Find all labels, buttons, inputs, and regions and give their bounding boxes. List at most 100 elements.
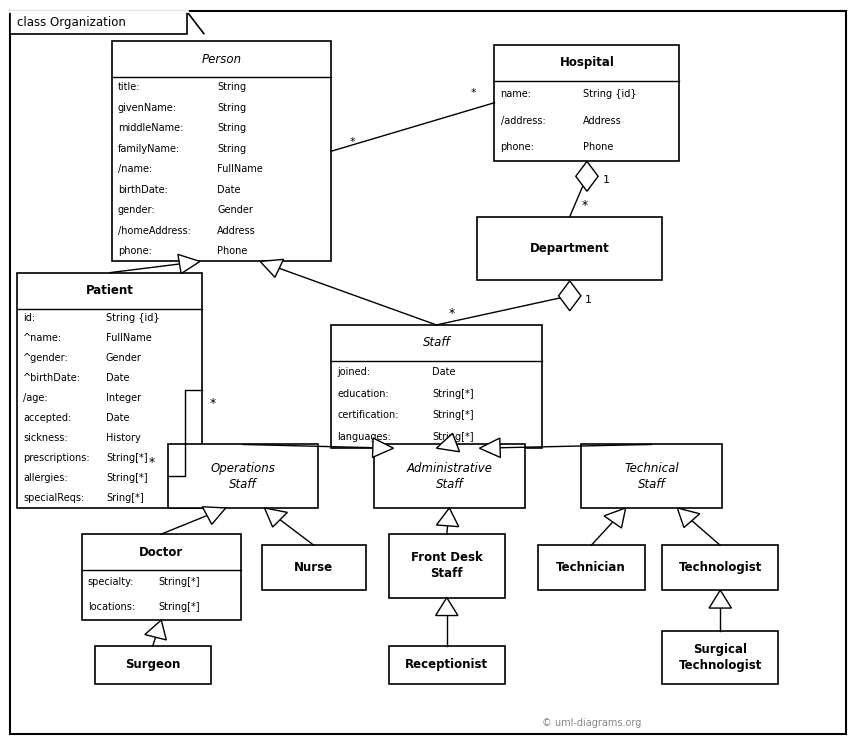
- Text: Gender: Gender: [217, 205, 253, 215]
- Polygon shape: [265, 508, 287, 527]
- Text: Technologist: Technologist: [679, 561, 762, 574]
- Polygon shape: [480, 438, 501, 457]
- Text: Front Desk
Staff: Front Desk Staff: [411, 551, 482, 580]
- Text: title:: title:: [118, 82, 140, 92]
- Text: String: String: [217, 102, 246, 113]
- Text: String {id}: String {id}: [583, 89, 637, 99]
- Text: Staff: Staff: [422, 336, 451, 350]
- Polygon shape: [260, 259, 284, 277]
- Text: specialty:: specialty:: [88, 577, 134, 587]
- Bar: [477, 217, 662, 280]
- Text: Sring[*]: Sring[*]: [106, 493, 144, 503]
- Text: familyName:: familyName:: [118, 143, 180, 154]
- Text: String[*]: String[*]: [433, 388, 474, 399]
- Text: languages:: languages:: [337, 433, 391, 442]
- Bar: [389, 534, 505, 598]
- Bar: [331, 325, 542, 448]
- Text: FullName: FullName: [217, 164, 263, 174]
- Text: Gender: Gender: [106, 353, 142, 363]
- Text: class Organization: class Organization: [17, 16, 126, 29]
- Polygon shape: [436, 508, 458, 527]
- Text: String[*]: String[*]: [106, 473, 148, 483]
- Polygon shape: [678, 508, 700, 527]
- Bar: [538, 545, 645, 590]
- Polygon shape: [559, 281, 581, 311]
- Text: Date: Date: [106, 374, 130, 383]
- Text: *: *: [149, 456, 156, 469]
- Text: *: *: [350, 137, 355, 146]
- Text: givenName:: givenName:: [118, 102, 177, 113]
- Text: gender:: gender:: [118, 205, 156, 215]
- Text: Operations
Staff: Operations Staff: [211, 462, 275, 491]
- Bar: [494, 45, 679, 161]
- Text: name:: name:: [501, 89, 531, 99]
- Polygon shape: [437, 433, 459, 452]
- Text: String[*]: String[*]: [433, 433, 474, 442]
- Bar: [10, 11, 187, 34]
- Text: /address:: /address:: [501, 116, 545, 125]
- Text: String: String: [217, 82, 246, 92]
- Text: © uml-diagrams.org: © uml-diagrams.org: [542, 718, 642, 728]
- Text: String {id}: String {id}: [106, 314, 160, 323]
- Bar: [662, 631, 778, 684]
- Text: phone:: phone:: [118, 247, 151, 256]
- Text: /age:: /age:: [23, 393, 48, 403]
- Text: Surgeon: Surgeon: [125, 658, 181, 672]
- Text: String: String: [217, 123, 246, 133]
- Text: 1: 1: [602, 175, 610, 185]
- Text: Address: Address: [583, 116, 622, 125]
- Bar: [389, 646, 505, 684]
- Polygon shape: [604, 508, 625, 528]
- Bar: [168, 444, 318, 508]
- Text: Date: Date: [433, 367, 456, 376]
- Text: middleName:: middleName:: [118, 123, 183, 133]
- Text: String[*]: String[*]: [106, 453, 148, 463]
- Polygon shape: [576, 161, 599, 191]
- Bar: [112, 41, 331, 261]
- Text: /name:: /name:: [118, 164, 152, 174]
- Text: Phone: Phone: [583, 142, 614, 152]
- Polygon shape: [178, 255, 200, 273]
- Text: Receptionist: Receptionist: [405, 658, 488, 672]
- Text: Doctor: Doctor: [139, 545, 183, 559]
- Polygon shape: [144, 620, 166, 640]
- Polygon shape: [372, 438, 394, 457]
- Text: ^name:: ^name:: [23, 333, 62, 344]
- Bar: [374, 444, 525, 508]
- Text: Date: Date: [106, 413, 130, 424]
- Polygon shape: [709, 590, 731, 608]
- Text: id:: id:: [23, 314, 35, 323]
- Text: Surgical
Technologist: Surgical Technologist: [679, 643, 762, 672]
- Text: joined:: joined:: [337, 367, 370, 376]
- Bar: [262, 545, 366, 590]
- Polygon shape: [436, 598, 458, 616]
- Text: History: History: [106, 433, 141, 443]
- Text: 1: 1: [585, 294, 593, 305]
- Text: education:: education:: [337, 388, 389, 399]
- Text: String: String: [217, 143, 246, 154]
- Text: specialReqs:: specialReqs:: [23, 493, 84, 503]
- Text: allergies:: allergies:: [23, 473, 68, 483]
- Text: Technical
Staff: Technical Staff: [624, 462, 679, 491]
- Text: phone:: phone:: [501, 142, 534, 152]
- Text: prescriptions:: prescriptions:: [23, 453, 89, 463]
- Text: certification:: certification:: [337, 410, 399, 421]
- Text: locations:: locations:: [88, 603, 135, 613]
- Text: Department: Department: [530, 242, 610, 255]
- Text: /homeAddress:: /homeAddress:: [118, 226, 191, 236]
- Text: *: *: [209, 397, 216, 410]
- Text: *: *: [582, 199, 588, 212]
- Bar: [17, 273, 202, 508]
- Text: FullName: FullName: [106, 333, 151, 344]
- Text: sickness:: sickness:: [23, 433, 68, 443]
- Text: Address: Address: [217, 226, 255, 236]
- Text: String[*]: String[*]: [158, 577, 200, 587]
- Text: Phone: Phone: [217, 247, 248, 256]
- Text: String[*]: String[*]: [433, 410, 474, 421]
- Text: *: *: [449, 307, 455, 320]
- Polygon shape: [202, 506, 225, 524]
- Bar: [580, 444, 722, 508]
- Bar: [662, 545, 778, 590]
- Text: Integer: Integer: [106, 393, 141, 403]
- Text: Patient: Patient: [86, 284, 133, 297]
